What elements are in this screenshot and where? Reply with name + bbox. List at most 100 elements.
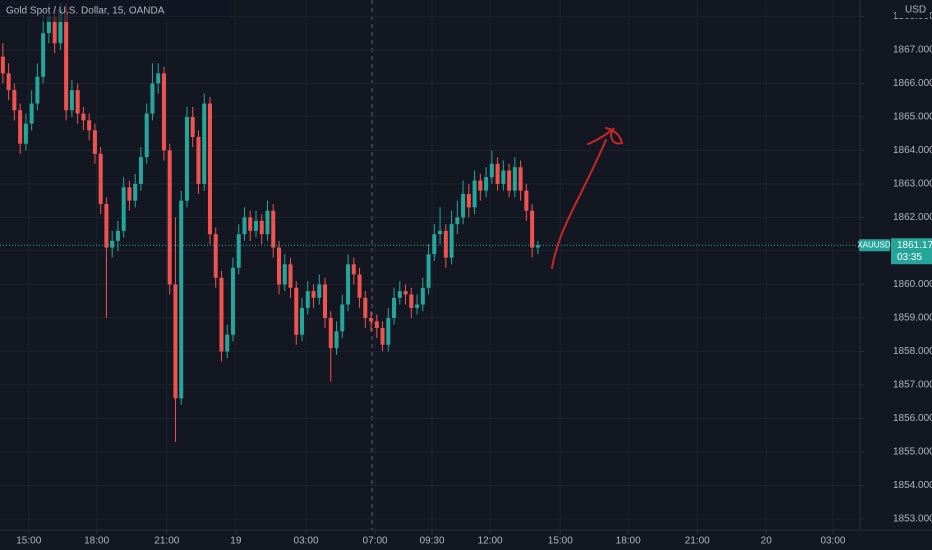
candle-body [409,294,414,308]
candle-body [461,193,466,218]
candle-body [179,200,184,399]
candle-body [144,113,149,158]
y-tick-label: 1867.000 [893,45,932,56]
candle-body [265,210,270,235]
candle-body [236,234,241,268]
candle-body [23,123,28,144]
labels: 1853.000 1854.000 1855.000 1856.000 1857.000… [0,11,932,547]
candle-body [196,137,201,184]
candle-body [420,287,425,305]
y-tick-label: 1853.000 [893,514,932,525]
candle-body [288,264,293,288]
candle-body [518,167,523,191]
candle-body [18,110,23,144]
candle-body [242,217,247,235]
candle-body [64,9,69,111]
candle-body [98,153,103,205]
currency-bg [896,2,930,18]
candle-body [6,73,11,91]
candle-body [35,76,40,104]
price-tag [891,238,932,265]
title-bg [0,0,230,22]
candle-body [311,291,316,298]
price-label: 1861.170 [897,240,932,251]
candle-body [115,230,120,241]
y-tick-label: 1863.000 [893,179,932,190]
candle-body [305,291,310,308]
candle-body [484,177,489,191]
y-tick-label: 1864.000 [893,145,932,156]
candle-body [248,217,253,231]
candle-body [524,190,529,211]
y-tick-label: 1865.000 [893,112,932,123]
candle-body [52,16,57,44]
candle-body [282,264,287,285]
candle-body [271,210,276,248]
candle-body [184,116,189,201]
candle-body [334,331,339,349]
candle-body [219,277,224,352]
x-tick-label: 21:00 [154,536,179,547]
candle-body [328,317,333,349]
candle-body [133,183,138,201]
candle-body [380,327,385,345]
y-tick-label: 1855.000 [893,447,932,458]
candles [0,3,540,442]
candle-body [213,234,218,278]
x-tick-label: 12:00 [478,536,503,547]
y-tick-label: 1860.000 [893,279,932,290]
candle-body [0,56,5,74]
candle-body [156,73,161,84]
candle-body [403,291,408,295]
candle-body [190,116,195,138]
x-tick-label: 21:00 [685,536,710,547]
candle-body [323,284,328,318]
y-tick-label: 1859.000 [893,313,932,324]
y-tick-label: 1862.000 [893,212,932,223]
x-tick-label: 03:00 [820,536,845,547]
candle-body [81,113,86,121]
candle-body [374,321,379,328]
candle-body [58,9,63,44]
candle-body [225,334,230,352]
y-tick-label: 1854.000 [893,480,932,491]
candle-body [230,267,235,335]
candle-body [69,90,74,111]
x-tick-label: 03:00 [294,536,319,547]
candle-body [121,187,126,231]
candle-body [150,83,155,114]
y-tick-label: 1857.000 [893,380,932,391]
candle-body [472,180,477,208]
candle-body [478,180,483,191]
candle-body [466,193,471,208]
drawn-arrow-head [587,127,624,145]
x-tick-label: 18:00 [616,536,641,547]
candle-body [12,90,17,111]
candle-body [346,264,351,305]
candle-body [46,16,51,34]
candle-body [363,297,368,318]
candle-body [75,90,80,114]
x-tick-label: 18:00 [84,536,109,547]
candle-body [369,317,374,322]
x-tick-label: 07:00 [363,536,388,547]
candle-body [253,220,258,231]
countdown-label: 03:35 [897,252,922,263]
candle-body [449,224,454,258]
candle-body [432,234,437,255]
drawn-arrow [551,139,607,269]
candle-body [426,254,431,288]
y-tick-label: 1858.000 [893,346,932,357]
candle-body [455,217,460,225]
y-tick-label: 1856.000 [893,413,932,424]
currency: USD [905,5,926,16]
candle-body [340,304,345,332]
candle-body [392,297,397,318]
grid [0,0,860,530]
x-tick-label: 20 [761,536,773,547]
candle-body [92,130,97,154]
candle-body [501,170,506,184]
candle-body [317,284,322,298]
